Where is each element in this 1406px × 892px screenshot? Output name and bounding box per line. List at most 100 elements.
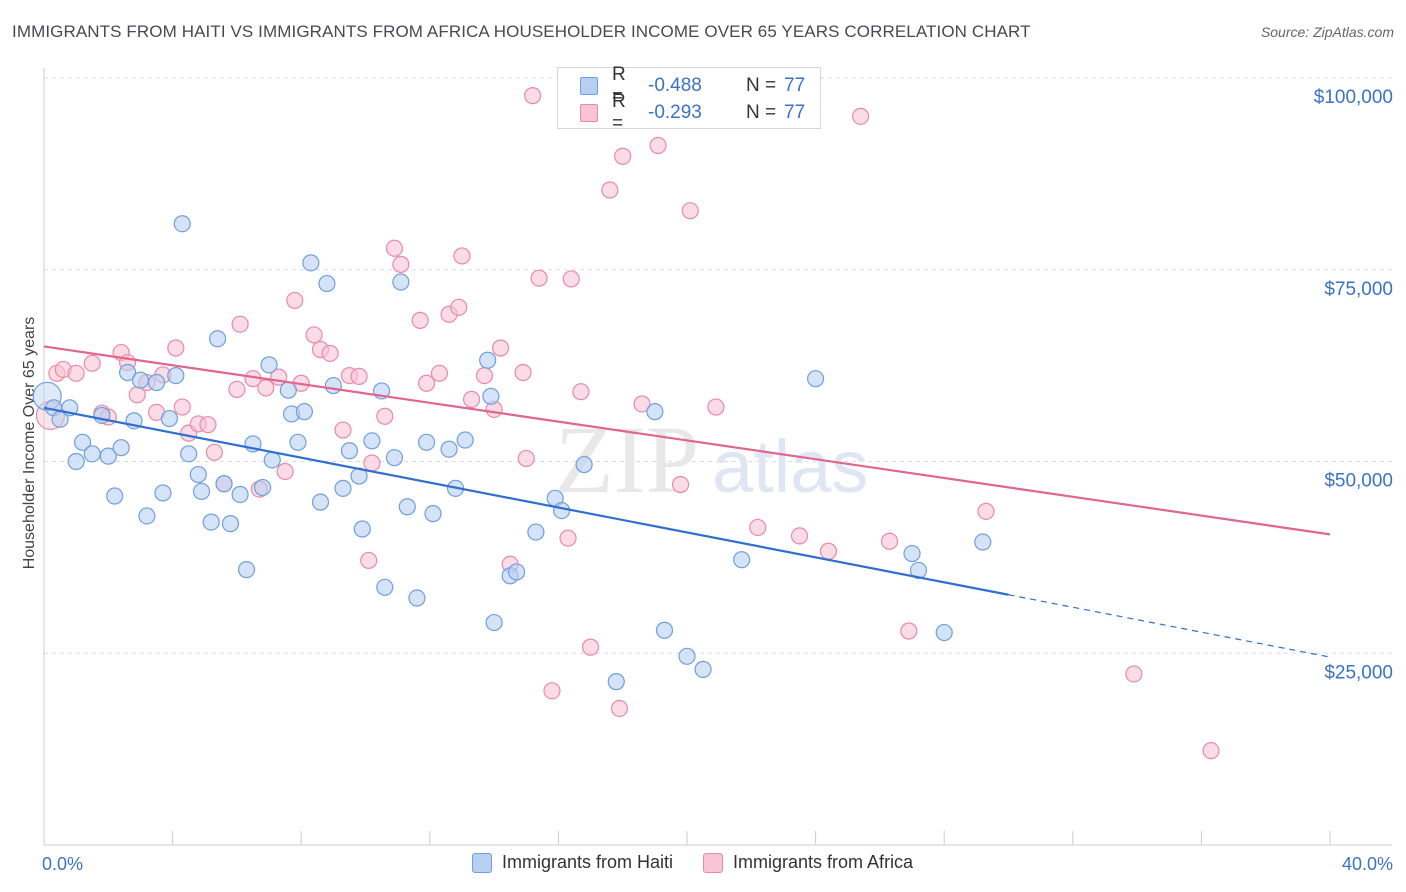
legend-label-haiti: Immigrants from Haiti (502, 852, 674, 872)
haiti-trendline-extension (1008, 594, 1331, 658)
africa-point (286, 291, 304, 310)
haiti-point (231, 485, 249, 504)
haiti-point (254, 478, 272, 497)
r-label: R = (612, 91, 626, 134)
haiti-point (607, 673, 625, 691)
africa-point (614, 147, 632, 165)
haiti-point (260, 356, 278, 374)
africa-point (900, 622, 918, 640)
africa-point (880, 532, 899, 550)
haiti-point (138, 507, 156, 525)
haiti-point (385, 449, 404, 467)
n-value-africa: 77 (784, 102, 806, 123)
haiti-point (646, 403, 664, 421)
y-tick-label: $75,000 (1324, 279, 1393, 300)
africa-point (819, 542, 838, 560)
x-tick-label: 0.0% (42, 854, 83, 874)
haiti-point (118, 363, 137, 382)
haiti-point (655, 621, 674, 639)
africa-point (321, 344, 339, 362)
n-value-haiti: 77 (784, 75, 806, 96)
africa-point (517, 449, 535, 468)
africa-point (707, 398, 725, 416)
haiti-point (237, 561, 256, 579)
haiti-point (424, 505, 442, 523)
y-tick-label: $50,000 (1324, 471, 1393, 492)
haiti-point (553, 501, 571, 520)
series-legend: Immigrants from Haiti Immigrants from Af… (472, 852, 943, 873)
haiti-point (340, 442, 359, 460)
haiti-point (99, 447, 117, 465)
africa-point (450, 298, 468, 316)
haiti-point (806, 370, 825, 388)
haiti-point (289, 433, 307, 451)
africa-point (205, 443, 223, 461)
africa-point (350, 367, 368, 385)
haiti-point (733, 551, 751, 569)
r-label: R = (612, 64, 626, 107)
africa-point (199, 416, 217, 434)
africa-point (530, 269, 548, 287)
haiti-point (147, 373, 166, 392)
africa-point (601, 181, 619, 199)
haiti-point (363, 432, 381, 450)
africa-point (543, 682, 561, 700)
legend-label-africa: Immigrants from Africa (733, 852, 914, 872)
haiti-point (694, 660, 712, 678)
watermark-atlas: atlas (712, 425, 868, 508)
haiti-legend-swatch (472, 852, 492, 873)
africa-legend-swatch (703, 852, 724, 873)
africa-point (453, 247, 471, 265)
n-label: N = (746, 75, 777, 96)
africa-point (83, 354, 101, 372)
haiti-point (173, 215, 191, 233)
haiti-point (112, 439, 130, 457)
legend-row-africa: R = -0.293 N = 77 (580, 91, 806, 134)
africa-point (1202, 742, 1220, 760)
africa-point (749, 518, 767, 537)
africa-point (1125, 665, 1143, 683)
haiti-point (353, 520, 371, 538)
haiti-point (575, 455, 593, 474)
haiti-point (527, 523, 545, 541)
africa-point (334, 421, 352, 439)
haiti-point (311, 493, 330, 511)
haiti-trendline (43, 406, 1009, 596)
haiti-point (974, 533, 992, 551)
haiti-point (479, 351, 497, 369)
africa-swatch (580, 104, 598, 122)
africa-point (411, 311, 429, 329)
r-value-africa: -0.293 (648, 102, 702, 123)
haiti-point (131, 371, 150, 389)
x-tick-labels: 0.0% 40.0% (42, 854, 1393, 874)
africa-point (462, 390, 481, 408)
africa-point (305, 326, 323, 344)
haiti-point (189, 465, 207, 484)
africa-point (977, 502, 995, 520)
haiti-point (154, 484, 172, 502)
haiti-point (279, 381, 297, 399)
haiti-point (202, 513, 220, 531)
africa-point (167, 339, 185, 357)
haiti-point (263, 451, 281, 469)
haiti-point (106, 487, 124, 505)
correlation-legend: R = -0.488 N = 77 R = -0.293 N = 77 (557, 64, 821, 134)
haiti-point (508, 563, 526, 581)
haiti-point (67, 452, 85, 471)
haiti-point (73, 433, 92, 451)
legend-item-haiti: Immigrants from Haiti (472, 852, 673, 873)
haiti-point (192, 482, 211, 501)
legend-item-africa: Immigrants from Africa (703, 852, 913, 873)
africa-point (363, 454, 381, 472)
haiti-point (376, 578, 394, 596)
africa-point (681, 202, 699, 220)
africa-point (173, 398, 191, 416)
africa-points (35, 87, 1220, 760)
axes (43, 68, 1392, 846)
haiti-point (167, 366, 185, 385)
africa-point (572, 383, 590, 401)
africa-point (610, 699, 629, 718)
haiti-point (485, 613, 503, 632)
haiti-point (180, 445, 198, 463)
